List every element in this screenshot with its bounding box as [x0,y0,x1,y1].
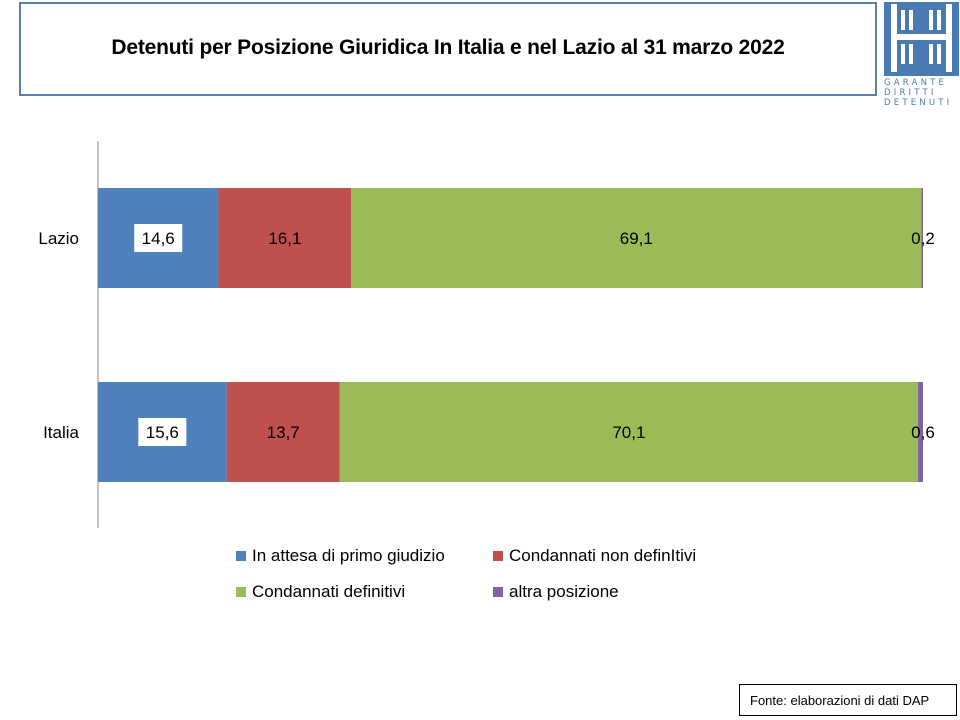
legend-item: Condannati definitivi [236,582,405,602]
bar-segment [351,188,922,288]
category-label: Lazio [38,229,79,248]
title-box: Detenuti per Posizione Giuridica In Ital… [19,2,877,96]
legend-label: In attesa di primo giudizio [252,546,445,565]
legend-item: altra posizione [493,582,619,602]
data-label: 16,1 [268,229,301,248]
data-label-background [138,418,187,446]
legend-item: Condannati non definItivi [493,546,696,566]
legend-label: Condannati definitivi [252,582,406,601]
logo-line: DETENUTI [884,98,953,108]
data-label: 15,6 [146,423,179,442]
logo-text: GARANTE DIRITTI DETENUTI [884,78,960,108]
bar-segment [218,188,352,288]
data-label: 70,1 [612,423,645,442]
data-label-background [134,224,183,252]
source-text: Fonte: elaborazioni di dati DAP [750,692,930,708]
bar-segment [918,382,923,482]
legend-swatch [493,587,503,597]
chart-title: Detenuti per Posizione Giuridica In Ital… [111,36,785,59]
legend: In attesa di primo giudizio Condannati no… [236,546,756,616]
bar-segment [226,382,340,482]
data-label: 0,6 [911,423,935,442]
legend-label: Condannati non definItivi [509,546,697,565]
data-label: 69,1 [620,229,653,248]
garante-logo-icon [884,2,959,76]
logo-line: DIRITTI [884,88,937,98]
category-label: Italia [43,423,79,442]
data-label: 14,6 [142,229,175,248]
legend-swatch [236,587,246,597]
legend-label: altra posizione [509,582,619,601]
logo-line: GARANTE [884,78,948,88]
legend-item: In attesa di primo giudizio [236,546,445,566]
source-note: Fonte: elaborazioni di dati DAP [739,684,957,716]
data-label: 0,2 [911,229,935,248]
bar-segment [921,188,923,288]
bar-segment [339,382,919,482]
legend-swatch [236,551,246,561]
data-label: 13,7 [267,423,300,442]
legend-swatch [493,551,503,561]
